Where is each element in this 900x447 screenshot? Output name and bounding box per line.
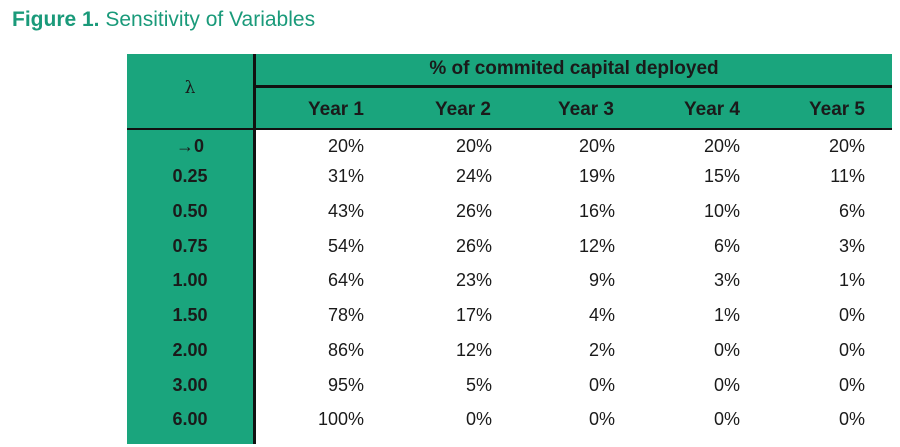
table-row: 3.00 95% 5% 0% 0% 0% — [127, 371, 892, 401]
header-divider — [256, 85, 892, 88]
table-row: 0.50 43% 26% 16% 10% 6% — [127, 197, 892, 227]
table-cell: 0% — [588, 409, 615, 429]
table-cell: 12% — [578, 236, 615, 256]
row-header-column — [127, 54, 253, 444]
table-cell: 0% — [713, 375, 740, 395]
table-cell: 54% — [327, 236, 364, 256]
row-label-lambda: 3.00 — [172, 375, 208, 395]
table-cell: 20% — [578, 136, 615, 156]
row-label-lambda: 1.50 — [172, 305, 208, 325]
row-label-lambda: →0 — [175, 136, 204, 156]
table-cell: 0% — [713, 340, 740, 360]
table-cell: 11% — [830, 166, 865, 186]
table-cell: 24% — [455, 166, 492, 186]
table-cell: 17% — [455, 305, 492, 325]
table-cell: 4% — [588, 305, 615, 325]
row-label-lambda: 6.00 — [172, 409, 208, 429]
table-cell: 0% — [838, 375, 865, 395]
header-bottom-rule — [127, 128, 892, 130]
table-cell: 9% — [588, 270, 615, 290]
table-row: →0 20% 20% 20% 20% 20% — [127, 132, 892, 162]
figure-caption: Figure 1. Sensitivity of Variables — [12, 8, 315, 32]
row-label-lambda: 0.75 — [172, 236, 208, 256]
table-cell: 12% — [455, 340, 492, 360]
table-row: 0.75 54% 26% 12% 6% 3% — [127, 232, 892, 262]
lambda-header: λ — [184, 78, 196, 98]
column-header-year-1: Year 1 — [308, 99, 364, 120]
table-row: 0.25 31% 24% 19% 15% 11% — [127, 162, 892, 192]
table-cell: 0% — [838, 340, 865, 360]
row-label-lambda: 0.50 — [172, 201, 208, 221]
column-header-year-5: Year 5 — [809, 99, 865, 120]
table-cell: 26% — [455, 201, 492, 221]
row-label-lambda: 0.25 — [172, 166, 208, 186]
sensitivity-table: λ % of commited capital deployed Year 1 Y… — [127, 54, 892, 444]
table-cell: 100% — [317, 409, 364, 429]
table-cell: 3% — [838, 236, 865, 256]
table-row: 1.50 78% 17% 4% 1% 0% — [127, 301, 892, 331]
vertical-divider — [253, 54, 256, 444]
table-cell: 0% — [588, 375, 615, 395]
table-cell: 20% — [455, 136, 492, 156]
table-cell: 1% — [713, 305, 740, 325]
table-cell: 86% — [327, 340, 364, 360]
table-cell: 15% — [703, 166, 740, 186]
table-cell: 2% — [588, 340, 615, 360]
table-row: 1.00 64% 23% 9% 3% 1% — [127, 266, 892, 296]
row-label-lambda: 1.00 — [172, 270, 208, 290]
table-cell: 20% — [327, 136, 364, 156]
table-cell: 78% — [327, 305, 364, 325]
column-header-band — [253, 54, 892, 128]
column-header-year-2: Year 2 — [435, 99, 491, 120]
row-label-lambda: 2.00 — [172, 340, 208, 360]
table-cell: 5% — [465, 375, 492, 395]
table-row: 6.00 100% 0% 0% 0% 0% — [127, 405, 892, 435]
table-row: 2.00 86% 12% 2% 0% 0% — [127, 336, 892, 366]
table-cell: 23% — [455, 270, 492, 290]
table-cell: 6% — [713, 236, 740, 256]
table-cell: 1% — [838, 270, 865, 290]
table-cell: 43% — [327, 201, 364, 221]
table-cell: 20% — [828, 136, 865, 156]
table-cell: 0% — [838, 305, 865, 325]
table-cell: 19% — [578, 166, 615, 186]
capital-deployed-header: % of commited capital deployed — [429, 58, 719, 79]
table-cell: 95% — [327, 375, 364, 395]
column-header-year-3: Year 3 — [558, 99, 614, 120]
table-cell: 16% — [578, 201, 615, 221]
table-cell: 26% — [455, 236, 492, 256]
table-cell: 20% — [703, 136, 740, 156]
figure-title: Sensitivity of Variables — [105, 8, 316, 31]
table-cell: 0% — [713, 409, 740, 429]
table-cell: 0% — [465, 409, 492, 429]
table-cell: 3% — [713, 270, 740, 290]
table-cell: 6% — [838, 201, 865, 221]
table-cell: 0% — [838, 409, 865, 429]
table-cell: 10% — [703, 201, 740, 221]
figure-label: Figure 1. — [12, 8, 100, 31]
table-cell: 64% — [327, 270, 364, 290]
table-cell: 31% — [327, 166, 364, 186]
column-header-year-4: Year 4 — [684, 99, 740, 120]
